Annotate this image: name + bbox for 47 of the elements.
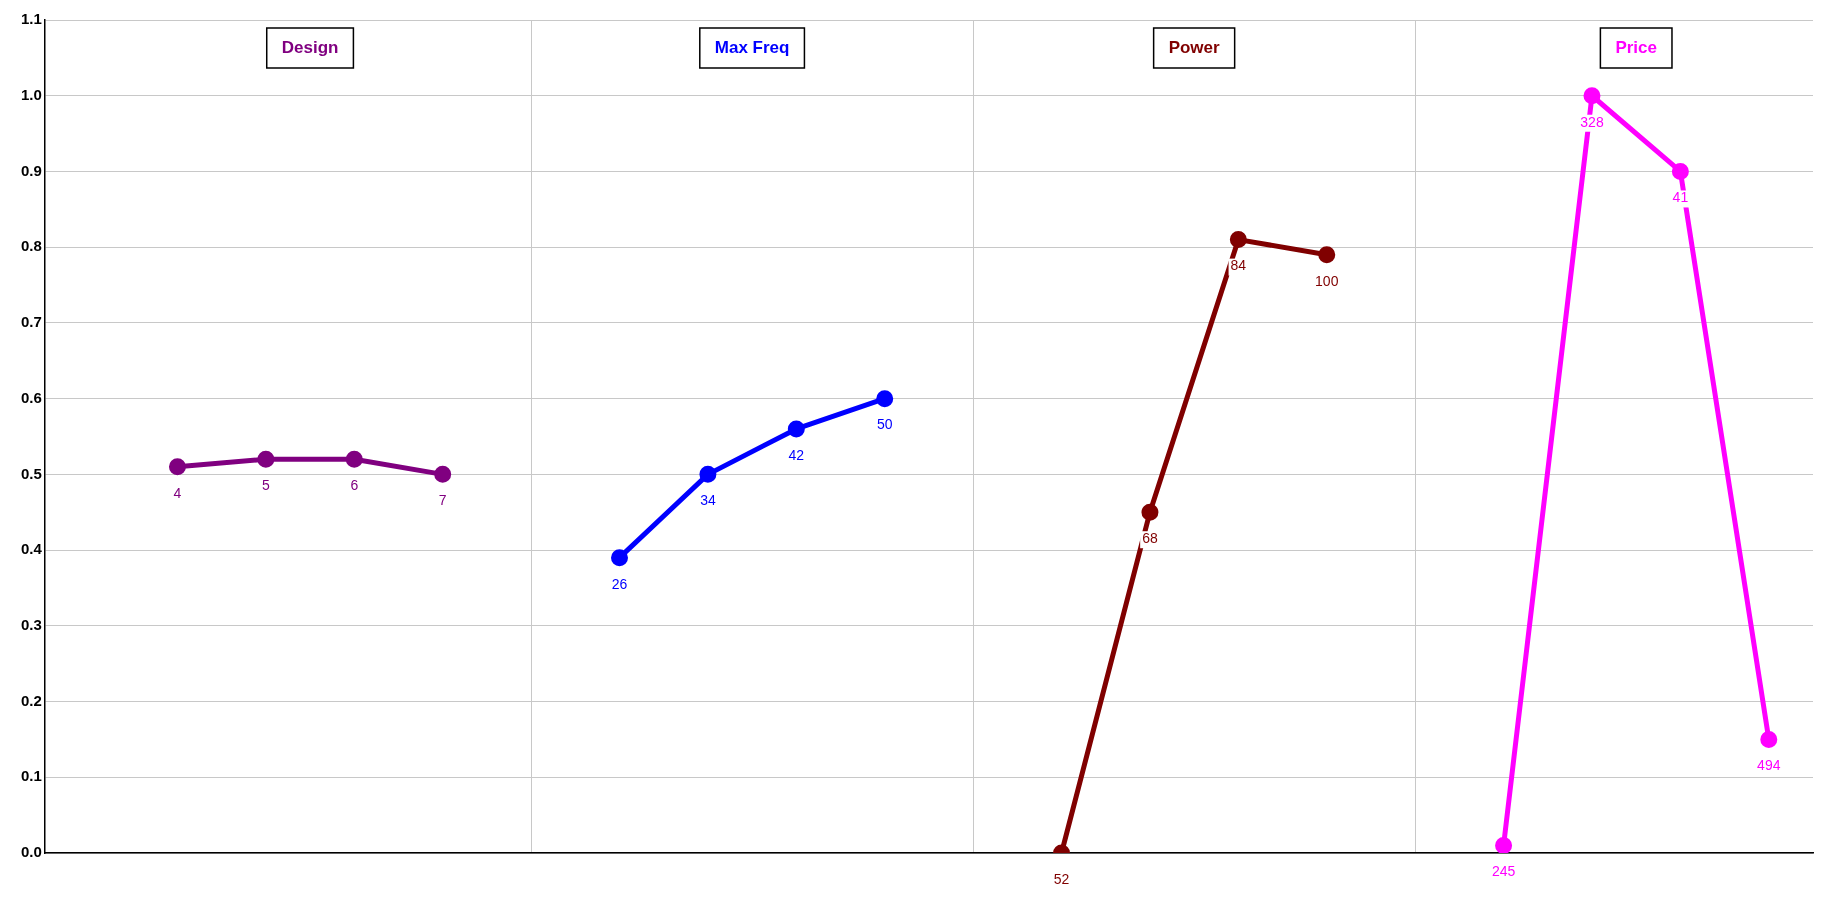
point [1318, 246, 1336, 264]
point [699, 465, 717, 483]
annotation: 68 [1142, 530, 1158, 547]
text: Design [281, 37, 339, 57]
y-tick-label: 0.3 [20, 615, 42, 633]
annotation: 26 [611, 575, 628, 592]
annotation: 84 [1230, 257, 1247, 274]
point [257, 450, 275, 468]
point [1760, 730, 1778, 748]
text: Price [1615, 37, 1657, 57]
annotation: 5 [261, 477, 270, 494]
annotation: 7 [438, 492, 447, 509]
point [1583, 87, 1601, 105]
annotation: 494 [1757, 757, 1781, 774]
y-tick-label: 0.4 [20, 540, 43, 558]
annotation: 42 [788, 446, 805, 463]
point [1229, 231, 1247, 249]
y-tick-label: 0.6 [20, 388, 42, 406]
y-tick-label: 0.8 [20, 237, 42, 255]
y-tick-label: 1.0 [20, 85, 42, 103]
y-tick-label: 0.1 [20, 767, 42, 785]
y-tick-label: 0.0 [20, 843, 42, 861]
text: Max Freq [714, 37, 790, 57]
annotation: 328 [1580, 113, 1604, 130]
point [434, 465, 452, 483]
text: Power [1168, 37, 1221, 57]
annotation: 41 [1672, 189, 1689, 206]
point [611, 549, 628, 567]
point [787, 420, 805, 438]
y-tick-label: 1.1 [20, 10, 42, 28]
annotation: 50 [876, 416, 893, 433]
point [876, 390, 894, 408]
y-tick-label: 0.7 [20, 313, 42, 331]
annotation: 34 [700, 492, 716, 509]
annotation: 100 [1315, 272, 1339, 289]
point [1141, 503, 1159, 521]
y-tick-label: 0.5 [20, 464, 42, 482]
point [168, 458, 186, 476]
annotation: 245 [1491, 863, 1516, 880]
annotation: 52 [1053, 870, 1070, 887]
point [1495, 836, 1513, 853]
point [345, 450, 363, 468]
annotation: 6 [350, 477, 359, 494]
point [1671, 162, 1689, 180]
annotation: 4 [173, 484, 182, 501]
y-tick-label: 0.2 [20, 691, 42, 709]
y-tick-label: 0.9 [20, 161, 42, 179]
